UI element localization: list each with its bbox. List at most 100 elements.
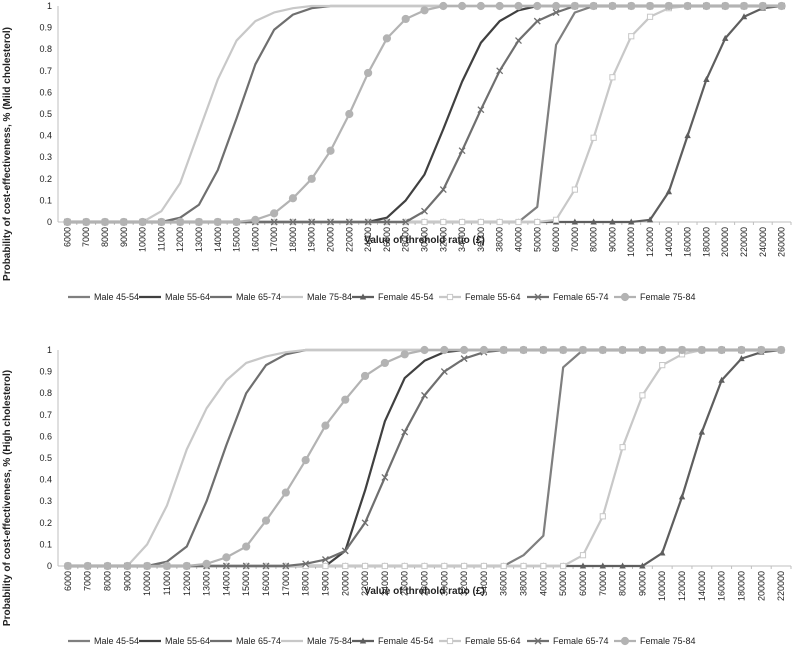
legend-item: Female 55-64	[439, 636, 521, 646]
legend-marker	[534, 637, 542, 645]
data-point	[420, 6, 429, 15]
data-point	[540, 562, 547, 570]
x-tick-label: 22000	[360, 571, 370, 596]
x-tick-label: 24000	[363, 227, 373, 252]
data-point	[400, 350, 409, 359]
x-tick-label: 17000	[269, 227, 279, 252]
x-tick-label: 7000	[81, 227, 91, 247]
data-point	[659, 549, 666, 556]
legend-item: Female 55-64	[439, 292, 521, 302]
series-female-75-84	[63, 1, 786, 227]
data-point	[242, 562, 250, 570]
data-point	[288, 194, 298, 203]
data-point	[262, 562, 270, 570]
legend-label: Male 55-64	[165, 292, 210, 302]
y-tick-label: 1	[47, 1, 52, 11]
data-point	[480, 562, 488, 570]
data-point	[401, 14, 410, 24]
data-point	[364, 68, 373, 78]
legend-label: Female 65-74	[553, 292, 609, 302]
legend-label: Female 45-54	[378, 292, 434, 302]
data-point	[321, 421, 330, 430]
legend-label: Male 45-54	[94, 292, 139, 302]
data-point	[82, 217, 91, 227]
legend-marker	[359, 293, 367, 300]
data-point	[341, 395, 350, 404]
x-tick-label: 17000	[281, 571, 291, 596]
data-point	[599, 513, 606, 520]
x-tick-label: 180000	[736, 571, 746, 601]
data-point	[251, 215, 260, 224]
legend-marker	[446, 293, 454, 301]
data-point	[598, 345, 607, 355]
legend-item: Male 45-54	[68, 292, 139, 302]
legend-label: Male 65-74	[236, 292, 281, 302]
y-tick-label: 0.1	[39, 539, 52, 549]
data-point	[499, 345, 508, 355]
data-point	[182, 561, 191, 571]
legend-item: Female 45-54	[352, 636, 434, 646]
data-point	[496, 218, 503, 226]
x-tick-label: 6000	[62, 227, 72, 247]
data-point	[628, 218, 635, 225]
data-point	[740, 13, 748, 20]
legend-item: Female 75-84	[614, 292, 696, 302]
series-line	[67, 348, 782, 568]
x-tick-label: 12000	[182, 571, 192, 596]
series-line	[67, 348, 782, 568]
data-point	[589, 1, 598, 11]
x-tick-label: 6000	[63, 571, 73, 591]
data-point	[202, 559, 211, 568]
y-tick-label: 0.3	[39, 152, 52, 162]
x-tick-label: 15000	[232, 227, 242, 252]
x-axis-title: Value of threhold ratio (£)	[364, 586, 485, 597]
legend-item: Male 45-54	[68, 636, 139, 646]
data-point	[308, 218, 316, 226]
x-tick-label: 140000	[697, 571, 707, 601]
data-point	[590, 218, 597, 225]
x-tick-label: 7000	[83, 571, 93, 591]
data-point	[552, 216, 560, 223]
x-tick-label: 36000	[499, 571, 509, 596]
data-point	[301, 456, 310, 465]
data-point	[477, 106, 485, 114]
data-point	[496, 67, 504, 75]
x-tick-label: 26000	[382, 227, 392, 252]
x-tick-label: 200000	[756, 571, 766, 601]
x-tick-label: 22000	[344, 227, 354, 252]
data-point	[439, 1, 448, 11]
data-point	[326, 146, 335, 155]
data-point	[645, 1, 655, 11]
x-tick-label: 12000	[175, 227, 185, 252]
y-axis-title: Probability of cost-effectiveness, % (Hi…	[2, 370, 13, 626]
data-point	[361, 519, 369, 527]
data-point	[476, 1, 485, 11]
series-female-65-74	[63, 2, 786, 226]
data-point	[138, 217, 147, 227]
data-point	[222, 553, 231, 562]
data-point	[684, 132, 691, 139]
data-point	[515, 218, 522, 226]
series-male-75-84	[67, 348, 782, 568]
data-point	[500, 562, 507, 570]
data-point	[777, 1, 786, 11]
legend-item: Female 65-74	[527, 636, 609, 646]
data-point	[381, 473, 389, 481]
y-tick-label: 0.2	[39, 518, 52, 528]
data-point	[460, 345, 469, 355]
data-point	[520, 562, 527, 570]
x-tick-label: 30000	[420, 227, 430, 252]
x-tick-label: 9000	[119, 227, 129, 247]
data-point	[307, 174, 316, 183]
data-point	[678, 493, 686, 500]
series-line	[67, 348, 782, 568]
y-tick-label: 0.6	[39, 87, 52, 97]
data-point	[364, 218, 372, 226]
legend-item: Female 65-74	[527, 292, 609, 302]
data-point	[479, 345, 489, 355]
x-tick-label: 160000	[717, 571, 727, 601]
data-point	[302, 560, 310, 568]
x-tick-label: 28000	[401, 227, 411, 252]
data-point	[421, 207, 428, 215]
